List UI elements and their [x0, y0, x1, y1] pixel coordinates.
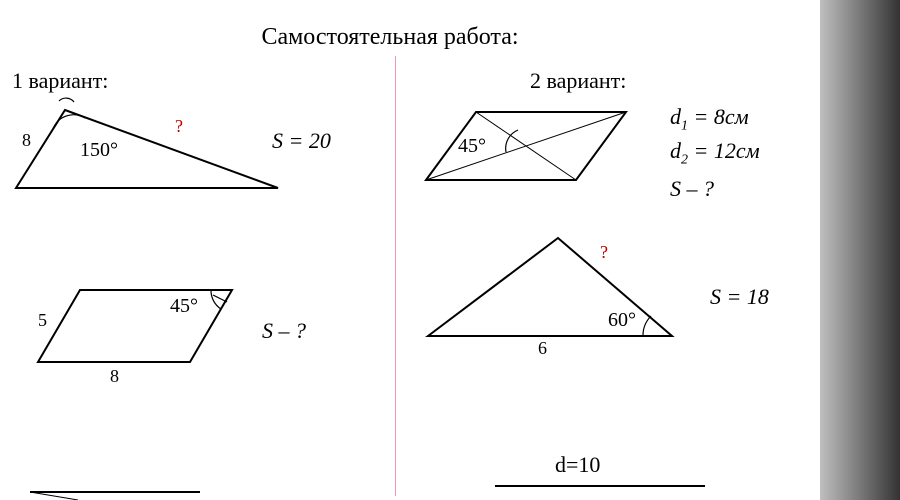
angle-tick-45: [213, 295, 227, 302]
v2-p1-d1: d1 = 8см: [670, 104, 749, 134]
side-8: 8: [22, 130, 31, 150]
slide-title: Самостоятельная работа:: [0, 24, 780, 51]
v2-p1-parallelogram: 45°: [416, 100, 636, 194]
v1-p2-area: S – ?: [262, 318, 306, 344]
v2-p2-area: S = 18: [710, 284, 769, 310]
variant2-label: 2 вариант:: [530, 68, 626, 94]
d1-unit: см: [725, 104, 749, 129]
right-gradient-edge: [820, 0, 900, 500]
d2-val: 12: [714, 138, 736, 163]
d2-unit: см: [736, 138, 760, 163]
d1-val: 8: [714, 104, 725, 129]
v2-p3-line: [495, 482, 705, 492]
angle-arc-150: [53, 115, 85, 129]
v2-p1-d2: d2 = 12см: [670, 138, 760, 168]
diagonal-2: [476, 112, 576, 180]
angle-45: 45°: [458, 135, 486, 157]
angle-45: 45°: [170, 295, 198, 317]
parallelogram-shape: [38, 290, 232, 362]
v1-p1-area: S = 20: [272, 128, 331, 154]
v2-p1-area: S – ?: [670, 176, 714, 202]
unknown-q: ?: [600, 242, 608, 262]
side-8: 8: [110, 366, 119, 386]
v1-p1-triangle: 8 150° ?: [10, 96, 285, 206]
v1-p2-parallelogram: 5 8 45°: [30, 278, 240, 378]
angle-60: 60°: [608, 309, 636, 331]
variant1-label: 1 вариант:: [12, 68, 108, 94]
v2-p3-d: d=10: [555, 452, 600, 478]
partial-diag: [30, 492, 78, 500]
slide-content: Самостоятельная работа: 1 вариант: 2 вар…: [0, 0, 820, 500]
triangle-shape: [16, 110, 278, 188]
v1-partial-shape: [30, 478, 200, 500]
vertical-divider: [395, 56, 396, 496]
v2-p2-triangle: 60° 6 ?: [420, 226, 680, 356]
apex-arc: [59, 98, 74, 102]
unknown-q: ?: [175, 116, 183, 136]
angle-arc-60: [643, 316, 651, 336]
angle-arc-45: [211, 290, 221, 309]
side-5: 5: [38, 310, 47, 330]
angle-150: 150°: [80, 139, 118, 161]
side-6: 6: [538, 338, 547, 358]
